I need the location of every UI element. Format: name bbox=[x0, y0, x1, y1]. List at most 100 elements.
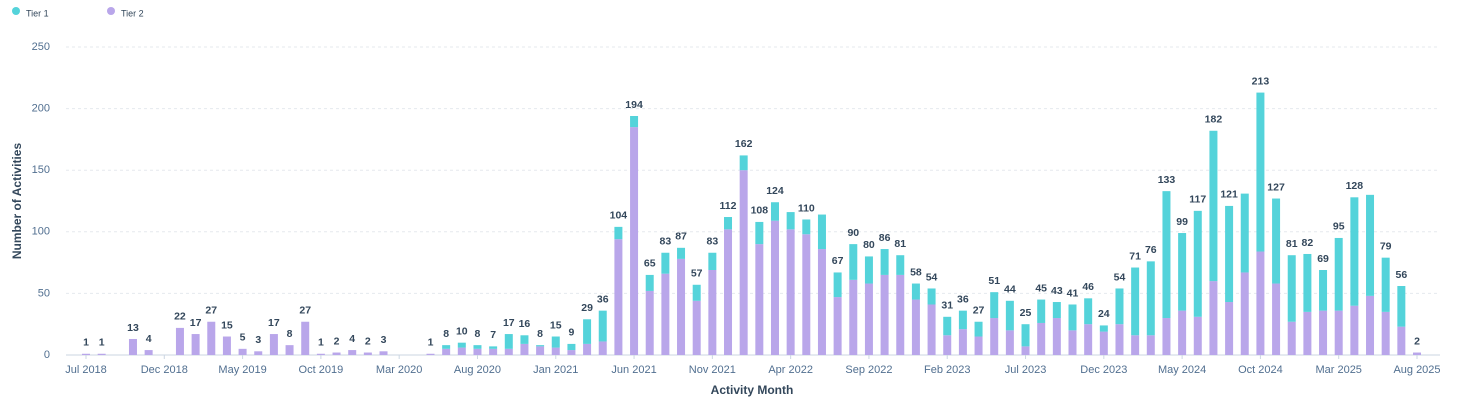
bar-segment bbox=[442, 348, 451, 355]
bar-segment bbox=[1209, 130, 1218, 282]
bar-segment bbox=[1162, 318, 1171, 355]
total-label: 27 bbox=[299, 305, 311, 317]
x-tick-label: Jan 2021 bbox=[533, 364, 578, 376]
bar-segment bbox=[379, 351, 388, 355]
total-label: 9 bbox=[569, 327, 575, 339]
total-label: 128 bbox=[1346, 180, 1364, 192]
total-label: 17 bbox=[190, 317, 202, 329]
bar-segment bbox=[222, 336, 231, 355]
y-tick-label: 0 bbox=[44, 349, 50, 361]
bar-segment bbox=[598, 310, 607, 342]
bar-segment bbox=[144, 350, 153, 355]
total-label: 29 bbox=[581, 302, 593, 314]
total-label: 51 bbox=[988, 275, 1000, 287]
total-label: 2 bbox=[1414, 335, 1420, 347]
total-label: 1 bbox=[83, 337, 89, 349]
total-label: 16 bbox=[519, 318, 531, 330]
bar-segment bbox=[1068, 304, 1077, 331]
bar-segment bbox=[301, 321, 310, 355]
bar-segment bbox=[1287, 255, 1296, 322]
bar-segment bbox=[739, 155, 748, 171]
x-tick-label: Jul 2023 bbox=[1005, 364, 1047, 376]
bar-segment bbox=[489, 348, 498, 355]
bar-segment bbox=[1272, 198, 1281, 284]
y-tick-label: 150 bbox=[32, 164, 50, 176]
legend-label: Tier 2 bbox=[121, 8, 144, 18]
bar-segment bbox=[927, 304, 936, 355]
bar-segment bbox=[817, 249, 826, 355]
bar-segment bbox=[238, 348, 247, 355]
bar-segment bbox=[708, 269, 717, 355]
total-label: 1 bbox=[428, 337, 434, 349]
bar-segment bbox=[974, 321, 983, 337]
bar-segment bbox=[332, 352, 341, 355]
bar-segment bbox=[1084, 324, 1093, 355]
bar-segment bbox=[1005, 300, 1014, 331]
total-label: 110 bbox=[798, 202, 815, 214]
bar-segment bbox=[285, 345, 294, 355]
x-tick-label: Jul 2018 bbox=[65, 364, 107, 376]
total-label: 82 bbox=[1302, 237, 1314, 249]
bar-segment bbox=[1021, 324, 1030, 347]
bar-segment bbox=[614, 239, 623, 355]
bar-segment bbox=[770, 220, 779, 355]
bar-segment bbox=[802, 219, 811, 235]
total-label: 90 bbox=[847, 227, 859, 239]
bar-segment bbox=[191, 334, 200, 355]
bar-segment bbox=[849, 279, 858, 355]
bar-segment bbox=[817, 214, 826, 250]
y-tick-label: 200 bbox=[32, 103, 50, 115]
x-tick-label: Oct 2024 bbox=[1238, 364, 1283, 376]
bar-segment bbox=[958, 310, 967, 330]
total-label: 31 bbox=[941, 300, 953, 312]
bar-segment bbox=[489, 346, 498, 349]
bar-segment bbox=[896, 255, 905, 275]
bar-segment bbox=[1131, 267, 1140, 336]
bar-segment bbox=[473, 348, 482, 355]
bar-segment bbox=[661, 252, 670, 274]
total-label: 3 bbox=[381, 334, 387, 346]
bar-segment bbox=[598, 341, 607, 355]
bar-segment bbox=[958, 329, 967, 355]
bar-segment bbox=[207, 321, 216, 355]
total-label: 54 bbox=[1114, 271, 1126, 283]
x-tick-label: Dec 2018 bbox=[141, 364, 188, 376]
total-label: 86 bbox=[879, 232, 891, 244]
total-label: 25 bbox=[1020, 307, 1032, 319]
bar-segment bbox=[1115, 288, 1124, 325]
bar-segment bbox=[269, 334, 278, 355]
total-label: 41 bbox=[1067, 287, 1079, 299]
bar-segment bbox=[1178, 233, 1187, 311]
bar-segment bbox=[1225, 302, 1234, 355]
bar-segment bbox=[1413, 352, 1421, 355]
bar-segment bbox=[1303, 253, 1312, 312]
x-tick-label: Mar 2025 bbox=[1315, 364, 1361, 376]
bar-segment bbox=[786, 212, 795, 230]
total-label: 108 bbox=[751, 205, 769, 217]
bar-segment bbox=[1350, 305, 1359, 355]
bar-segment bbox=[1240, 272, 1249, 355]
y-tick-label: 50 bbox=[38, 287, 50, 299]
bar-segment bbox=[551, 336, 560, 348]
bar-segment bbox=[473, 345, 482, 349]
total-label: 162 bbox=[735, 138, 753, 150]
bar-segment bbox=[1052, 318, 1061, 355]
total-label: 182 bbox=[1205, 114, 1223, 126]
total-label: 81 bbox=[1286, 238, 1298, 250]
total-label: 54 bbox=[926, 271, 938, 283]
bar-segment bbox=[583, 343, 592, 355]
total-label: 76 bbox=[1145, 244, 1157, 256]
total-label: 194 bbox=[625, 99, 643, 111]
total-label: 99 bbox=[1176, 216, 1188, 228]
legend-label: Tier 1 bbox=[26, 8, 49, 18]
bar-segment bbox=[536, 345, 545, 347]
bar-segment bbox=[943, 335, 952, 355]
bar-segment bbox=[348, 350, 357, 355]
bar-segment bbox=[927, 288, 936, 305]
total-label: 58 bbox=[910, 266, 922, 278]
total-label: 4 bbox=[146, 333, 152, 345]
bar-segment bbox=[833, 272, 842, 298]
bar-segment bbox=[849, 244, 858, 280]
bar-segment bbox=[97, 353, 106, 355]
bar-segment bbox=[567, 343, 576, 351]
